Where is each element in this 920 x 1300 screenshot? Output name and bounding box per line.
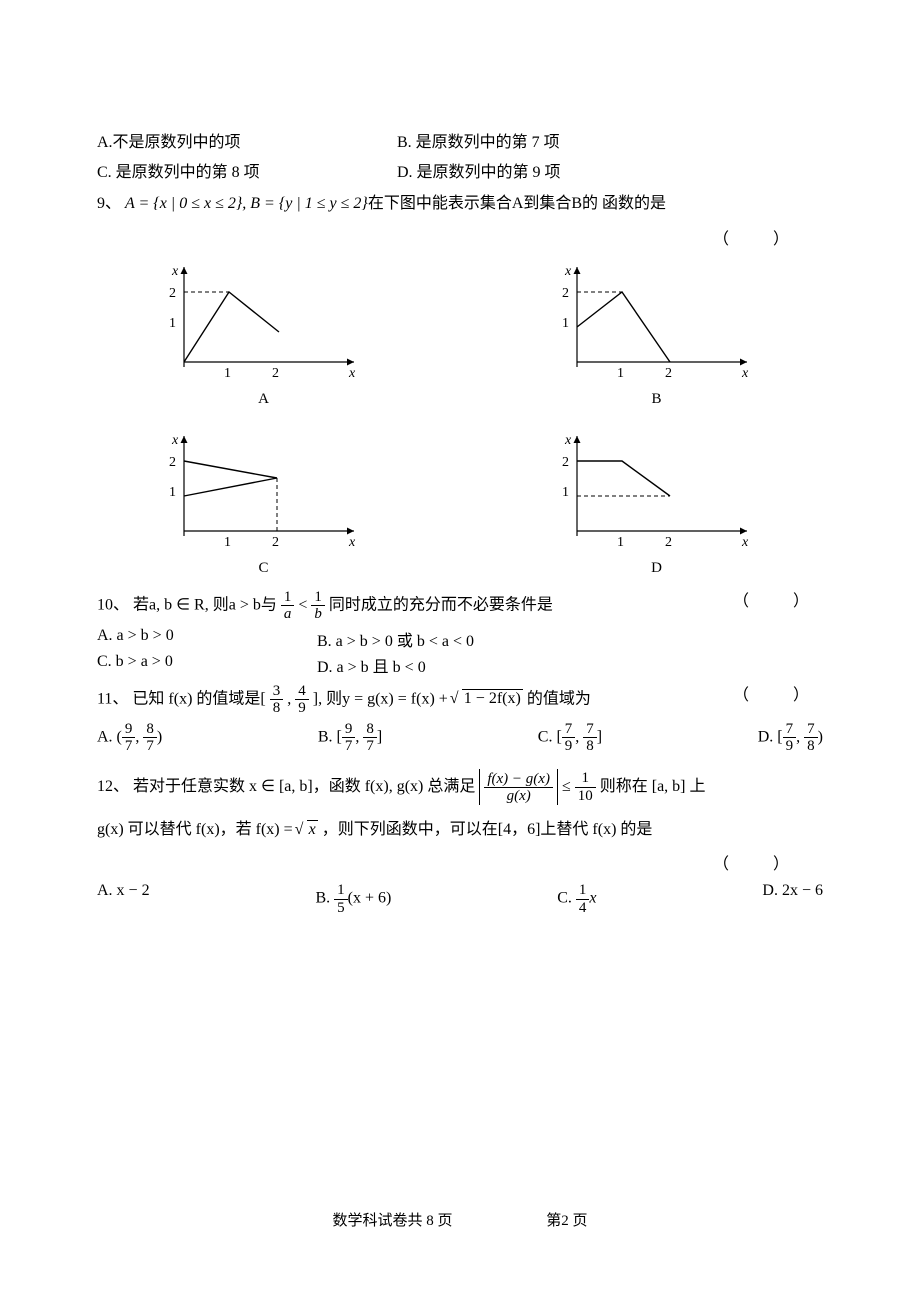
q9-A-cond: {x | 0 ≤ x ≤ 2}, xyxy=(153,195,246,212)
svg-text:1: 1 xyxy=(224,535,231,550)
svg-text:1: 1 xyxy=(562,316,569,331)
q12-opt-b: B. 15(x + 6) xyxy=(315,882,391,916)
svg-text:2: 2 xyxy=(272,366,279,381)
q9-graphs: 1 2 1 2 x x A 1 2 1 2 x x B 1 2 1 2 x x xyxy=(97,257,823,577)
svg-text:2: 2 xyxy=(665,535,672,550)
q12-opt-c: C. 14x xyxy=(557,882,596,916)
q11-comma: , xyxy=(287,690,295,707)
q10-opt-a: A. a > b > 0 xyxy=(97,627,317,651)
graph-d: 1 2 1 2 x x D xyxy=(490,426,823,577)
q11-opt-b: B. [97, 87] xyxy=(318,721,382,755)
svg-text:2: 2 xyxy=(169,455,176,470)
q10-text1: 若a, b ∈ R, 则a > b与 xyxy=(133,596,277,613)
q11-text2: ], 则y = g(x) = f(x) + xyxy=(313,690,452,707)
q9-A-lhs: A = xyxy=(125,195,153,212)
q9-B-cond: {y | 1 ≤ y ≤ 2} xyxy=(279,195,368,212)
q11-opt-d: D. [79, 78) xyxy=(758,721,823,755)
svg-text:x: x xyxy=(741,366,749,381)
svg-text:2: 2 xyxy=(169,286,176,301)
graph-c: 1 2 1 2 x x C xyxy=(97,426,430,577)
q9-paren: （ ） xyxy=(97,225,823,249)
q11-text3: 的值域为 xyxy=(527,690,591,707)
q8-opt-b: B. 是原数列中的第 7 项 xyxy=(397,130,560,156)
q8-opt-a: A.不是原数列中的项 xyxy=(97,130,397,156)
q10-opt-b: B. a > b > 0 或 b < a < 0 xyxy=(317,627,823,651)
q11-text1: 已知 f(x) 的值域是[ xyxy=(132,690,265,707)
q12-paren: （ ） xyxy=(97,850,823,874)
q12-text1: 若对于任意实数 x ∈ [a, b]，函数 f(x), g(x) 总满足 xyxy=(133,778,479,795)
page-footer: 数学科试卷共 8 页 第2 页 xyxy=(0,1209,920,1230)
q12-le: ≤ xyxy=(562,778,575,795)
q11-options: A. (97, 87) B. [97, 87] C. [79, 78] D. [… xyxy=(97,721,823,755)
svg-text:x: x xyxy=(564,264,572,279)
q10-stem: 10、 若a, b ∈ R, 则a > b与 1a < 1b 同时成立的充分而不… xyxy=(97,589,823,623)
svg-text:x: x xyxy=(564,433,572,448)
graph-c-label: C xyxy=(258,560,268,577)
q9-tail: 在下图中能表示集合A到集合B的 函数的是 xyxy=(368,195,666,212)
svg-text:1: 1 xyxy=(562,485,569,500)
svg-text:x: x xyxy=(348,535,356,550)
q10-frac2: 1b xyxy=(311,589,325,623)
q12-stem2: g(x) 可以替代 f(x)，若 f(x) = x ，则下列函数中，可以在[4，… xyxy=(97,817,823,843)
q11-sqrt: 1 − 2f(x) xyxy=(452,686,523,712)
q11-paren: （ ） xyxy=(733,683,823,709)
svg-text:1: 1 xyxy=(617,535,624,550)
q10-options: A. a > b > 0 B. a > b > 0 或 b < a < 0 C.… xyxy=(97,627,823,677)
q12-stem1: 12、 若对于任意实数 x ∈ [a, b]，函数 f(x), g(x) 总满足… xyxy=(97,769,823,805)
q12-options: A. x − 2 B. 15(x + 6) C. 14x D. 2x − 6 xyxy=(97,882,823,916)
svg-text:1: 1 xyxy=(169,485,176,500)
q9-B-lhs: B = xyxy=(250,195,279,212)
q10-frac1: 1a xyxy=(281,589,295,623)
q12-prefix: 12、 xyxy=(97,778,129,795)
q8-opt-d: D. 是原数列中的第 9 项 xyxy=(397,160,561,186)
q12-opt-d: D. 2x − 6 xyxy=(762,882,823,916)
q12-rhs: 110 xyxy=(575,770,596,804)
graph-a-label: A xyxy=(258,391,269,408)
svg-text:x: x xyxy=(348,366,356,381)
q10-prefix: 10、 xyxy=(97,596,129,613)
q10-text2: 同时成立的充分而不必要条件是 xyxy=(329,596,553,613)
graph-a: 1 2 1 2 x x A xyxy=(97,257,430,408)
footer-left: 数学科试卷共 8 页 xyxy=(332,1213,452,1229)
q10-paren: （ ） xyxy=(733,589,823,615)
q11-f1: 38 xyxy=(270,683,284,717)
q8-opt-c: C. 是原数列中的第 8 项 xyxy=(97,160,397,186)
q11-f2: 49 xyxy=(295,683,309,717)
q10-opt-d: D. a > b 且 b < 0 xyxy=(317,653,823,677)
svg-text:1: 1 xyxy=(169,316,176,331)
svg-text:1: 1 xyxy=(224,366,231,381)
graph-b: 1 2 1 2 x x B xyxy=(490,257,823,408)
svg-text:x: x xyxy=(741,535,749,550)
svg-text:2: 2 xyxy=(272,535,279,550)
footer-right: 第2 页 xyxy=(546,1213,587,1229)
svg-text:1: 1 xyxy=(617,366,624,381)
q12-sqrt: x xyxy=(297,817,318,843)
q12-opt-a: A. x − 2 xyxy=(97,882,150,916)
svg-text:2: 2 xyxy=(562,455,569,470)
q12-text2: 则称在 [a, b] 上 xyxy=(600,778,706,795)
q9-stem: 9、 A = {x | 0 ≤ x ≤ 2}, B = {y | 1 ≤ y ≤… xyxy=(97,191,823,217)
q8-options-row1: A.不是原数列中的项 B. 是原数列中的第 7 项 xyxy=(97,130,823,156)
q9-prefix: 9、 xyxy=(97,195,121,212)
q8-options-row2: C. 是原数列中的第 8 项 D. 是原数列中的第 9 项 xyxy=(97,160,823,186)
graph-b-label: B xyxy=(651,391,661,408)
q10-opt-c: C. b > a > 0 xyxy=(97,653,317,677)
graph-d-label: D xyxy=(651,560,662,577)
svg-text:x: x xyxy=(171,433,179,448)
svg-text:2: 2 xyxy=(562,286,569,301)
q11-prefix: 11、 xyxy=(97,690,128,707)
q12-text3: g(x) 可以替代 f(x)，若 f(x) = xyxy=(97,821,297,838)
q11-stem: 11、 已知 f(x) 的值域是[ 38 , 49 ], 则y = g(x) =… xyxy=(97,683,823,717)
q10-lt: < xyxy=(298,596,311,613)
q11-opt-c: C. [79, 78] xyxy=(538,721,602,755)
q11-opt-a: A. (97, 87) xyxy=(97,721,162,755)
q12-text4: ，则下列函数中，可以在[4，6]上替代 f(x) 的是 xyxy=(322,821,653,838)
svg-text:2: 2 xyxy=(665,366,672,381)
q12-abs: f(x) − g(x)g(x) xyxy=(479,769,558,804)
svg-text:x: x xyxy=(171,264,179,279)
